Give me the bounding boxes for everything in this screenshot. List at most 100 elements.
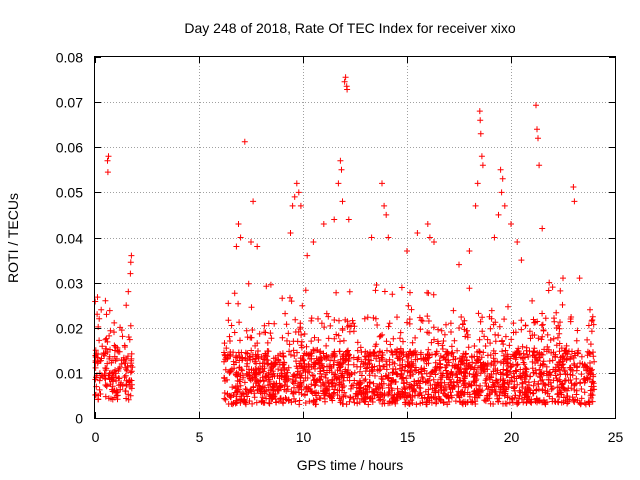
data-point <box>355 381 362 388</box>
data-point <box>118 357 125 364</box>
data-point <box>538 336 545 343</box>
data-point <box>522 322 529 329</box>
data-point <box>346 377 353 384</box>
data-point <box>128 252 135 259</box>
data-point <box>578 353 585 360</box>
data-point <box>472 202 479 209</box>
data-point <box>445 394 452 401</box>
data-point <box>372 287 379 294</box>
data-point <box>233 243 240 250</box>
data-point <box>462 354 468 361</box>
data-point <box>102 393 109 400</box>
data-point <box>474 357 480 364</box>
data-point <box>119 383 126 389</box>
data-point <box>388 348 395 355</box>
data-point <box>337 356 344 363</box>
data-point <box>324 363 330 370</box>
data-point <box>111 353 118 360</box>
data-point <box>432 371 439 378</box>
data-point <box>554 334 561 341</box>
data-point <box>106 353 113 360</box>
data-point <box>552 364 559 371</box>
data-point <box>531 378 538 385</box>
data-point <box>128 350 135 357</box>
data-point <box>389 387 396 394</box>
data-point <box>571 360 577 367</box>
data-point <box>103 365 110 372</box>
data-point <box>327 322 334 329</box>
data-point <box>313 401 319 408</box>
data-point <box>373 282 380 288</box>
data-point <box>512 367 519 374</box>
data-point <box>224 390 231 397</box>
data-point <box>274 386 281 393</box>
data-point <box>448 343 455 350</box>
data-point <box>545 287 552 294</box>
data-point <box>535 386 542 393</box>
data-point <box>127 369 134 376</box>
data-point <box>577 380 583 387</box>
data-point <box>239 354 246 361</box>
data-point <box>248 304 255 311</box>
data-point <box>527 335 534 342</box>
data-point <box>317 357 324 364</box>
data-point <box>324 378 331 385</box>
data-point <box>570 184 577 190</box>
data-point <box>385 391 392 398</box>
data-point <box>281 382 288 388</box>
data-point <box>311 361 318 368</box>
data-point <box>513 349 520 356</box>
data-point <box>521 361 528 368</box>
data-point <box>522 378 529 385</box>
data-point <box>467 363 474 370</box>
data-point <box>125 334 132 340</box>
data-point <box>326 391 333 398</box>
data-point <box>409 339 416 346</box>
data-point <box>126 336 133 343</box>
data-point <box>341 78 348 85</box>
data-point <box>445 350 452 357</box>
data-point <box>556 348 563 355</box>
x-tick-label: 15 <box>400 429 416 445</box>
data-point <box>426 234 433 241</box>
data-point <box>290 347 297 354</box>
chart-title: Day 248 of 2018, Rate Of TEC Index for r… <box>184 20 515 36</box>
data-point <box>564 393 571 399</box>
data-point <box>370 380 377 387</box>
data-point <box>500 366 507 373</box>
data-point <box>370 314 377 321</box>
data-point <box>567 371 574 378</box>
data-point <box>264 353 271 360</box>
data-point <box>456 325 463 331</box>
data-point <box>293 374 300 381</box>
data-point <box>430 324 437 331</box>
data-point <box>412 334 419 341</box>
data-point <box>249 327 256 333</box>
data-point <box>529 297 536 304</box>
data-point <box>535 135 541 142</box>
data-point <box>550 335 557 342</box>
data-point <box>508 221 514 227</box>
data-point <box>510 383 517 390</box>
data-point <box>450 356 457 363</box>
data-point <box>94 311 101 318</box>
data-point <box>500 341 507 348</box>
data-point <box>448 329 454 335</box>
data-point <box>451 364 458 371</box>
data-point <box>320 221 327 227</box>
data-point <box>284 337 290 344</box>
data-point <box>535 335 542 342</box>
data-point <box>348 323 354 330</box>
data-point <box>357 344 364 351</box>
data-point <box>112 343 119 350</box>
data-point <box>532 360 539 367</box>
data-point <box>460 391 467 398</box>
data-point <box>339 360 346 367</box>
data-point <box>231 329 238 336</box>
data-point <box>271 373 278 380</box>
data-point <box>433 350 440 357</box>
data-point <box>560 361 567 368</box>
data-point <box>336 376 343 383</box>
data-point <box>498 189 505 196</box>
data-point <box>362 376 369 383</box>
